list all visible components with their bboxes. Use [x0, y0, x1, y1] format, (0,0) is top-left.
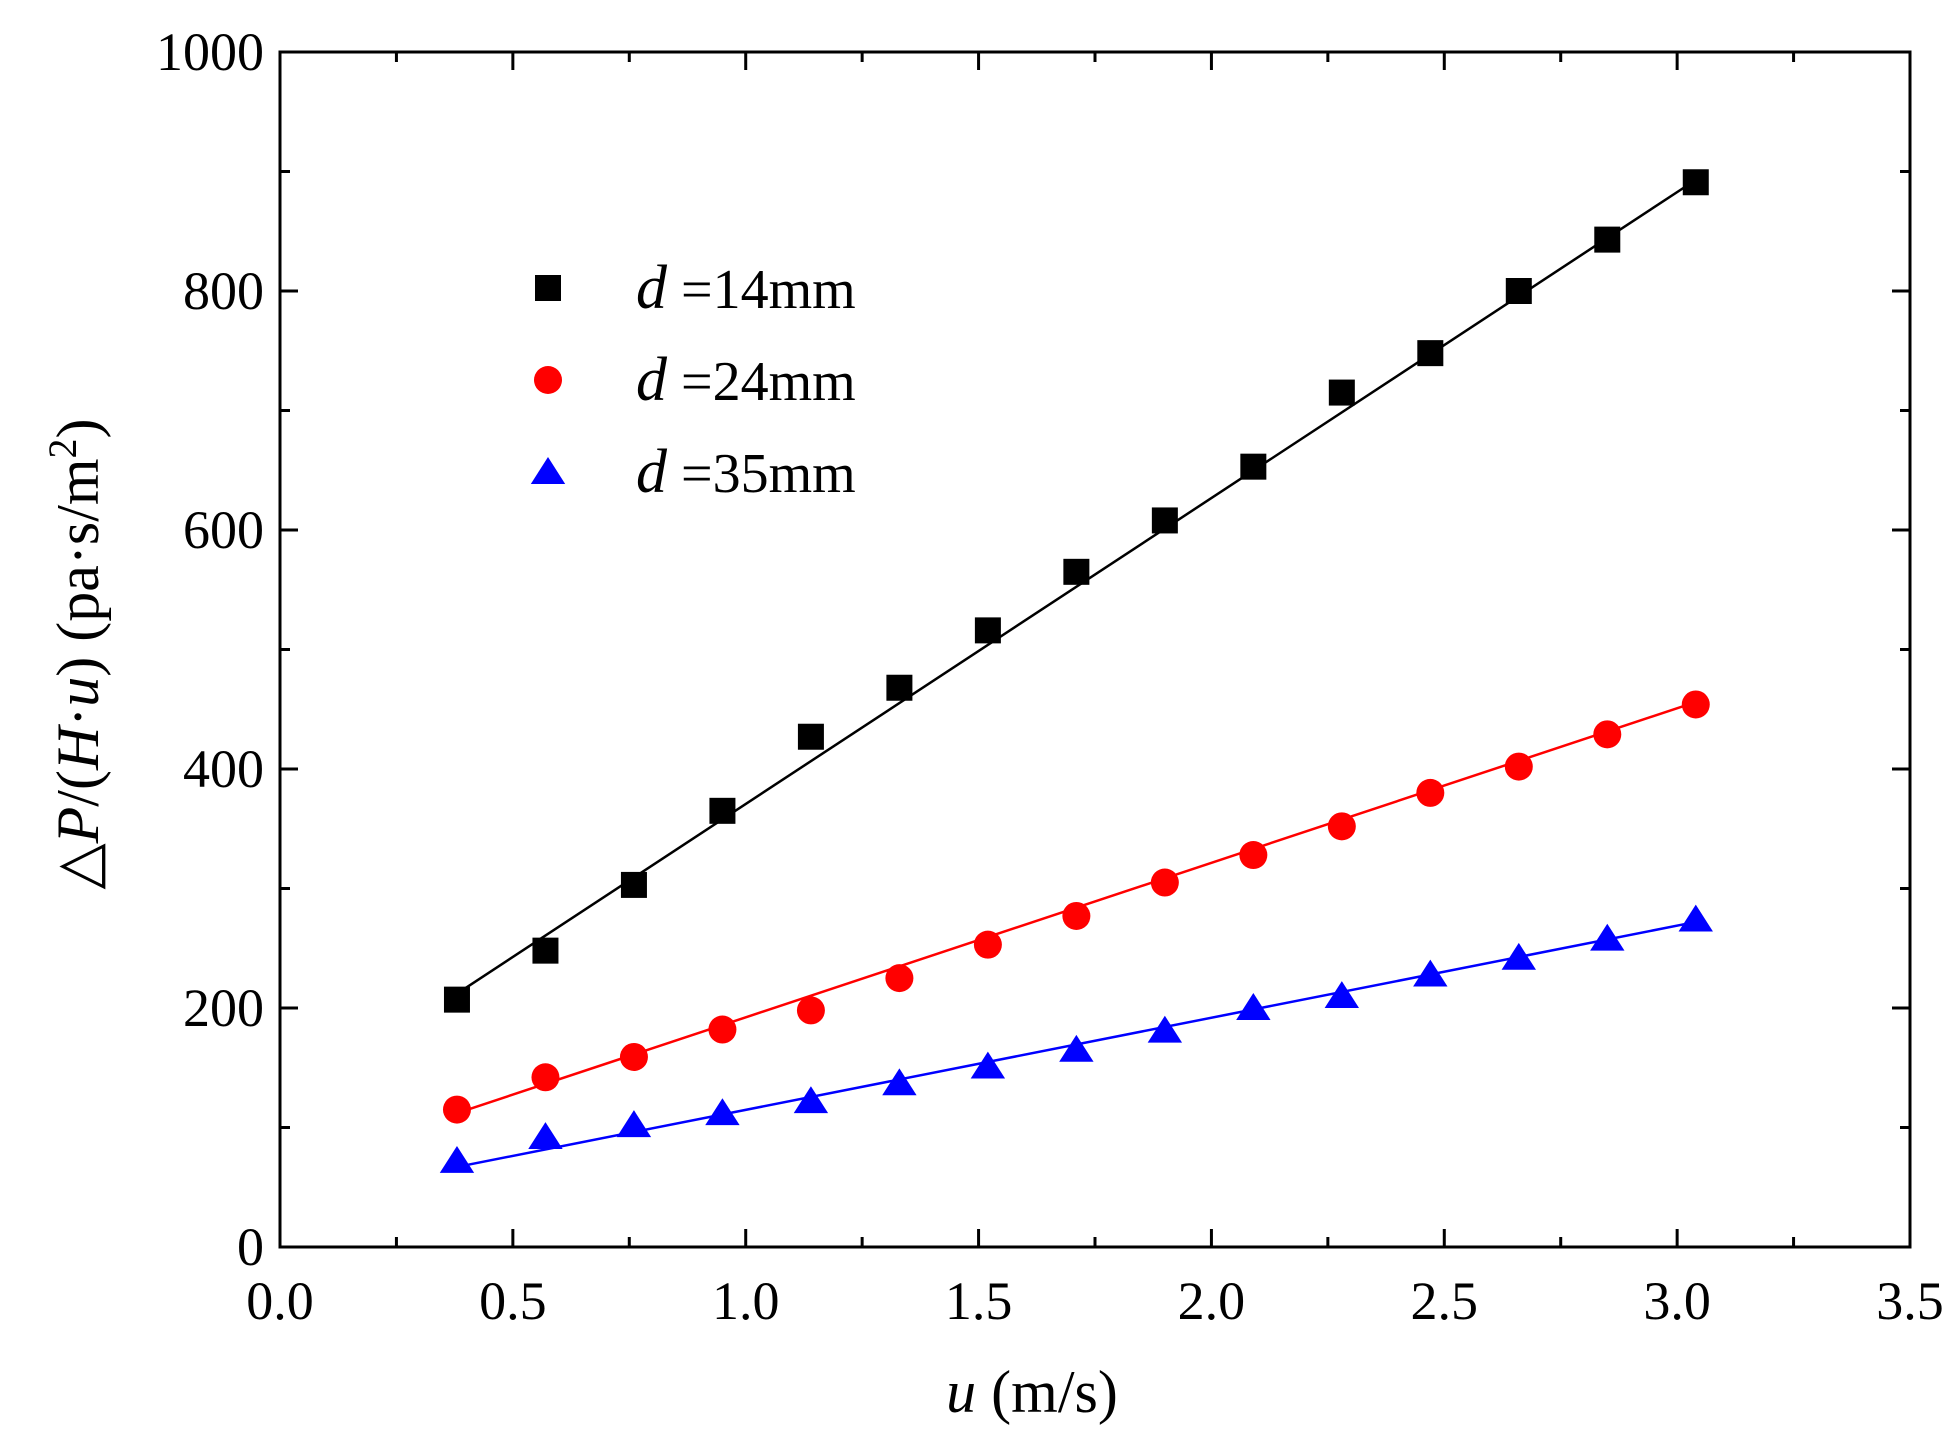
x-tick-label: 3.0	[1643, 1271, 1711, 1331]
legend-symbol: d	[636, 346, 668, 414]
data-point-square	[1682, 169, 1709, 196]
y-axis-unit: (pa·s/m	[45, 458, 111, 656]
x-tick-label: 1.5	[945, 1271, 1013, 1331]
data-point-triangle	[528, 1122, 563, 1150]
legend-marker-2	[534, 366, 562, 394]
data-point-triangle	[1236, 993, 1271, 1020]
data-point-circle	[1681, 690, 1710, 719]
data-point-square	[1417, 340, 1444, 367]
data-point-square	[620, 871, 647, 898]
y-axis-p: P	[45, 807, 111, 845]
data-markers	[439, 169, 1713, 1173]
data-point-square	[1151, 507, 1178, 534]
data-point-square	[1240, 453, 1267, 480]
data-point-square	[886, 674, 913, 701]
data-point-circle	[531, 1063, 560, 1092]
data-point-circle	[1504, 752, 1533, 781]
y-tick-label: 200	[183, 978, 264, 1038]
y-tick-label: 1000	[156, 22, 264, 82]
y-axis-end: )	[45, 418, 111, 438]
data-point-circle	[442, 1095, 471, 1124]
x-tick-label: 0.0	[246, 1271, 314, 1331]
x-tick-label: 2.5	[1411, 1271, 1479, 1331]
data-point-circle	[973, 930, 1002, 959]
data-point-circle	[796, 996, 825, 1025]
x-axis-title: u (m/s)	[946, 1359, 1118, 1425]
data-point-triangle	[705, 1098, 740, 1126]
data-point-circle	[1593, 720, 1622, 749]
legend-value: =14mm	[667, 259, 856, 321]
fit-line-1	[456, 178, 1697, 995]
data-point-square	[443, 986, 470, 1013]
y-axis-title: △P/(H·u) (pa·s/m2)	[40, 418, 111, 889]
data-point-triangle	[1501, 942, 1536, 970]
y-tick-label: 800	[183, 261, 264, 321]
legend-label-3: d =35mm	[636, 438, 856, 506]
data-point-triangle	[439, 1146, 475, 1173]
x-tick-label: 3.5	[1876, 1271, 1944, 1331]
legend-value: =35mm	[667, 443, 856, 505]
x-axis-unit: (m/s)	[976, 1359, 1118, 1425]
data-point-triangle	[1059, 1034, 1094, 1062]
data-point-triangle	[1413, 959, 1448, 987]
legend-label-1: d =14mm	[636, 254, 856, 322]
legend-symbol: d	[636, 254, 668, 322]
y-axis-h: H	[45, 723, 111, 771]
x-tick-label: 2.0	[1178, 1271, 1246, 1331]
data-point-triangle	[1147, 1015, 1183, 1043]
data-point-square	[709, 797, 736, 824]
axes: 0.0 0.5 1.0 1.5 2.0 2.5 3.0 3.5 0 200 400 600 800 100…	[156, 22, 1944, 1331]
data-point-square	[1505, 278, 1532, 304]
data-point-circle	[619, 1042, 648, 1071]
legend-label-2: d =24mm	[636, 346, 856, 414]
plot-frame	[278, 50, 1912, 1249]
data-point-triangle	[1678, 904, 1713, 932]
data-point-circle	[885, 964, 914, 993]
data-point-circle	[708, 1015, 737, 1044]
data-point-square	[797, 723, 824, 750]
data-point-square	[1328, 379, 1355, 406]
y-axis-u: u	[45, 677, 111, 707]
data-point-square	[1594, 226, 1621, 253]
y-axis-close: )	[45, 657, 111, 677]
data-point-triangle	[1590, 923, 1625, 951]
y-tick-label: 600	[183, 500, 264, 560]
y-axis-dot: ·	[45, 707, 111, 727]
y-tick-label: 0	[237, 1217, 264, 1277]
legend-marker-3	[530, 457, 566, 484]
data-point-circle	[1239, 841, 1268, 870]
y-axis-slash: /(	[45, 770, 111, 807]
legend-symbol: d	[636, 438, 668, 506]
data-point-circle	[1150, 868, 1179, 897]
y-axis-sup: 2	[40, 438, 85, 458]
data-point-square	[1063, 558, 1090, 585]
x-tick-label: 1.0	[712, 1271, 780, 1331]
data-point-triangle	[616, 1110, 652, 1138]
x-axis-symbol: u	[946, 1359, 976, 1425]
fit-lines	[456, 178, 1697, 1169]
data-point-square	[974, 617, 1001, 644]
data-point-triangle	[882, 1068, 917, 1096]
y-tick-label: 400	[183, 739, 264, 799]
y-axis-delta: △	[45, 843, 111, 889]
legend-marker-1	[535, 275, 561, 301]
x-tick-label: 0.5	[479, 1271, 547, 1331]
data-point-circle	[1062, 901, 1091, 930]
legend-value: =24mm	[667, 351, 856, 413]
data-point-triangle	[1324, 981, 1360, 1009]
data-point-circle	[1416, 778, 1445, 807]
data-point-circle	[1327, 812, 1356, 841]
data-point-triangle	[793, 1086, 829, 1114]
data-point-square	[532, 937, 559, 964]
data-point-triangle	[970, 1051, 1006, 1079]
